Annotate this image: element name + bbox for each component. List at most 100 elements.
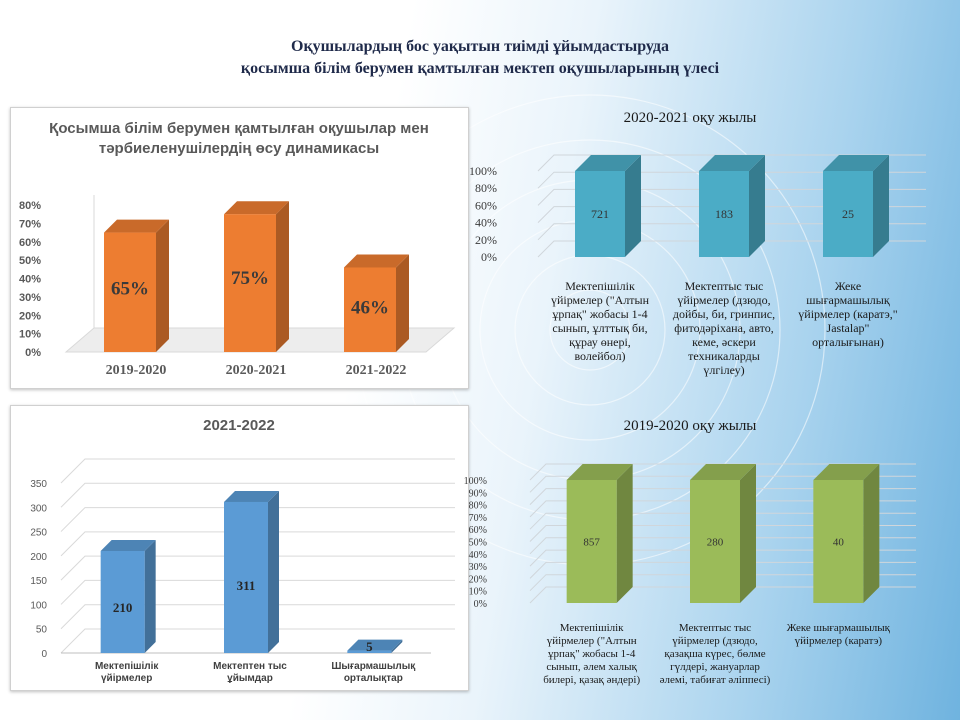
data-label: 65% [111,278,149,299]
category-label-line: орталығынан) [812,335,884,349]
gridline [529,500,916,518]
gridline [60,482,455,508]
chart-2020-2021-title: 2020-2021 оқу жылы [623,110,757,126]
bar-side [276,201,289,352]
bar-side [625,155,641,257]
bar-side [863,464,880,603]
category-label-line: үйірмелер (дзюдо, [677,293,771,307]
category-label: Мектептыс тыс үйірмелер (дзюдо, қазақша кү… [650,622,780,687]
bar [823,171,873,257]
growth-chart-panel: Қосымша білім берумен қамтылған оқушылар… [10,107,469,389]
category-label: Жеке шығармашылық үйірмелер (каратэ) [773,622,903,648]
category-label-line: қазақша күрес, бөлме [664,648,766,660]
data-label: 5 [366,639,373,654]
y-tick-label: 30% [19,292,41,304]
category-label-line: дойбы, би, гринпис, [672,307,776,321]
y-tick-label: 300 [30,503,47,514]
data-label: 311 [237,578,256,593]
y-tick-label: 40% [475,216,497,230]
y-tick-label: 80% [475,181,497,195]
gridline [529,525,916,542]
bar [813,480,864,603]
y-tick-label: 250 [30,528,47,539]
y-tick-label: 90% [469,488,487,499]
gridline [529,586,916,604]
y-tick-label: 350 [30,479,47,490]
y-tick-label: 20% [19,310,41,322]
y-tick-label: 50% [19,255,41,267]
gridline [529,488,916,505]
gridline [60,531,455,557]
bar-side [391,639,403,653]
category-label-line: билері, қазақ әндері) [543,674,641,686]
category-label-line: волейбол) [574,349,626,363]
category-label-line: шығармашылық [806,293,890,307]
bar-top [344,254,409,268]
data-label: 721 [591,207,609,221]
gridline [537,154,926,172]
y-tick-label: 0% [481,250,497,264]
bar-side [396,254,409,352]
chart-2019-2020-title: 2019-2020 оқу жылы [623,418,757,434]
category-label-line: Jastalap" [826,321,870,335]
gridline [537,188,926,206]
data-label: 210 [113,600,133,615]
category-label: Жеке шығармашылық үйірмелер (каратэ," Jasta… [786,279,910,349]
counts-2021-2022-panel: 2021-2022 0 50 100 150 200 250 300 350 210 Мектеп… [10,405,469,691]
chart-title-line2: тәрбиеленушілердің өсу динамикасы [99,140,379,157]
y-tick-label: 50 [36,625,48,636]
y-tick-label: 60% [469,525,487,536]
category-label-line: үйірмелер (каратэ," [798,307,898,321]
chart-title: 2021-2022 [203,417,275,434]
category-label-line: үйірмелер ("Алтын [546,635,637,647]
category-label: 2019-2020 [106,363,167,378]
category-label-line: үйірмелер ("Алтын [550,293,650,307]
bar [347,650,392,653]
bar-top [813,464,880,480]
category-label-line: сынып, ұлттық би, [552,321,648,335]
y-tick-label: 100 [30,600,47,611]
category-label-line: сынып, әлем халық [546,661,637,673]
growth-chart: Қосымша білім берумен қамтылған оқушылар… [19,120,456,378]
bar-top [224,201,289,215]
bar [566,480,617,603]
bar-top [566,464,633,480]
y-tick-label: 0 [41,649,47,660]
y-tick-label: 60% [19,237,41,249]
category-label-line: үйірмелер (дзюдо, [672,635,758,647]
y-tick-label: 100% [469,164,497,178]
category-label-line: үлгілеу) [703,363,745,377]
category-label-line: техникаларды [688,349,760,363]
y-tick-label: 20% [469,574,487,585]
gridline [537,206,926,223]
gridline [60,604,455,630]
gridline [529,512,916,530]
y-tick-label: 60% [475,198,497,212]
counts-2021-2022-chart: 2021-2022 0 50 100 150 200 250 300 350 210 Мектеп… [30,417,455,684]
category-label: ұйымдар [227,673,273,684]
chart-title-line1: Қосымша білім берумен қамтылған оқушылар… [49,120,429,137]
bar-side [616,464,633,603]
category-label-line: Мектептыс тыс [684,279,764,293]
gridline [537,171,926,189]
data-label: 280 [707,537,724,549]
bar [344,267,396,352]
y-tick-label: 50% [469,538,487,549]
bar-side [268,490,279,653]
category-label-line: Жеке [834,279,862,293]
category-label: 2020-2021 [226,363,287,378]
category-label: Мектептен тыс [213,661,287,672]
bar [104,232,156,352]
data-label: 40 [833,537,845,549]
data-label: 25 [842,207,854,221]
gridline [529,549,916,567]
data-label: 46% [351,298,389,319]
category-label-line: кеме, әскери [692,335,756,349]
category-label-line: фитодәріхана, авто, [674,321,774,335]
category-label-line: ұрпақ" жобасы 1-4 [547,648,636,660]
main-title-line1: Оқушылардың бос уақытын тиімді ұйымдасты… [291,38,669,55]
category-label-line: Мектептыс тыс [678,622,752,634]
category-label: 2021-2022 [346,363,407,378]
y-tick-label: 200 [30,552,47,563]
category-label: Мектептыс тыс үйірмелер (дзюдо, дойбы, би,… [662,279,786,377]
